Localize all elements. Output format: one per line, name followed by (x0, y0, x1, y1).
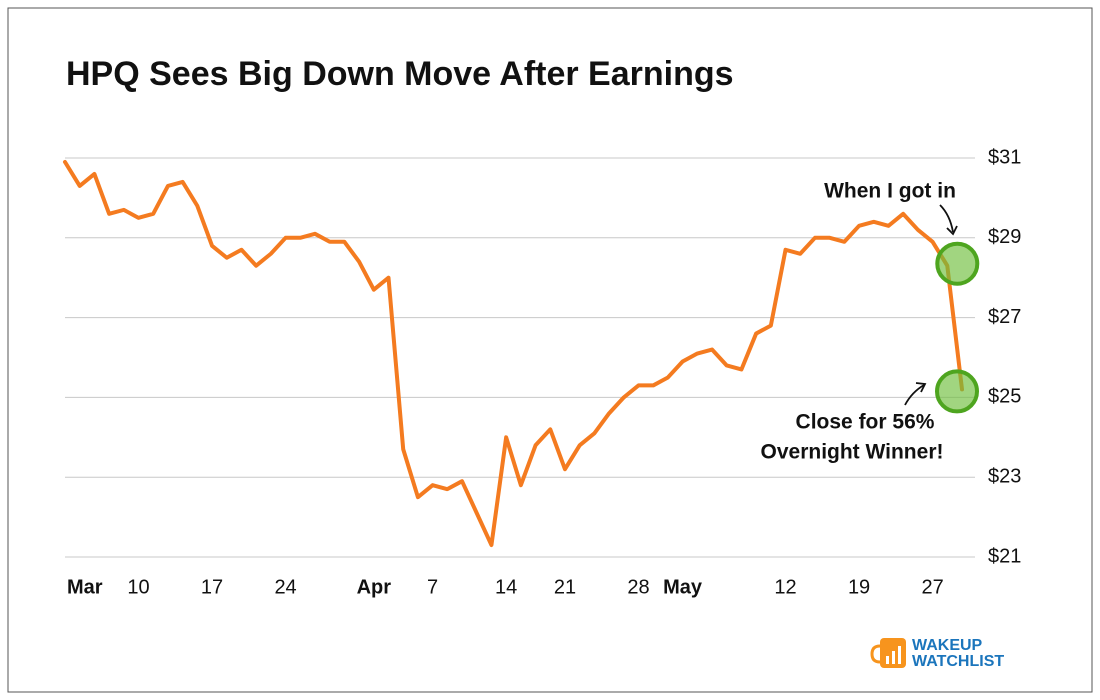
annotation: When I got in (824, 180, 956, 203)
x-tick-label: 14 (495, 576, 517, 598)
x-tick-label: 10 (127, 576, 149, 598)
highlight-circle (935, 241, 980, 286)
x-tick-label: 19 (848, 576, 870, 598)
logo-text: WAKEUP (912, 637, 983, 654)
x-tick-label: 12 (774, 576, 796, 598)
y-tick-label: $27 (988, 306, 1021, 328)
logo-handle (870, 644, 881, 664)
annotation: Overnight Winner! (761, 441, 944, 464)
y-tick-label: $31 (988, 146, 1021, 168)
annotation: Close for 56% (796, 411, 935, 434)
arrow-head (915, 382, 927, 393)
highlight-circle (935, 369, 979, 414)
price-line (63, 159, 964, 548)
logo-bar (892, 651, 895, 664)
annotation-arrows (904, 204, 958, 406)
logo-bar (898, 646, 901, 664)
y-tick-label: $23 (988, 465, 1021, 487)
y-tick-label: $25 (988, 386, 1021, 408)
arrow (939, 204, 954, 233)
x-tick-label: Apr (357, 576, 392, 598)
x-tick-label: 17 (201, 576, 223, 598)
x-tick-label: 27 (921, 576, 943, 598)
logo-text: WATCHLIST (912, 653, 1004, 670)
y-tick-label: $29 (988, 226, 1021, 248)
x-tick-label: Mar (67, 576, 103, 598)
frame (7, 7, 1093, 693)
x-tick-label: 21 (554, 576, 576, 598)
y-tick-label: $21 (988, 545, 1021, 567)
x-tick-label: May (663, 576, 703, 598)
x-tick-label: 24 (274, 576, 296, 598)
logo-bar (886, 656, 889, 664)
chart-title: HPQ Sees Big Down Move After Earnings (66, 55, 734, 93)
x-tick-label: 28 (627, 576, 649, 598)
x-tick-label: 7 (427, 576, 438, 598)
arrow (904, 384, 925, 406)
logo: WAKEUP WATCHLIST (870, 637, 1004, 670)
arrow-head (946, 225, 958, 236)
